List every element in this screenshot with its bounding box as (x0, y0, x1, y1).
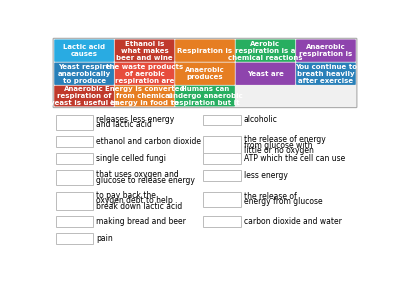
Text: You continue to
breath heavily
after exercise: You continue to breath heavily after exe… (295, 64, 357, 84)
Bar (204, 216, 241, 227)
Bar (204, 170, 241, 181)
Text: pain: pain (96, 234, 113, 243)
Bar (204, 191, 241, 207)
Text: releases less energy: releases less energy (96, 115, 175, 124)
FancyBboxPatch shape (296, 63, 356, 85)
Text: energy from glucose: energy from glucose (244, 197, 322, 206)
Bar (56, 191, 94, 210)
Text: Anaerobic
respiration of
yeast is useful in: Anaerobic respiration of yeast is useful… (50, 86, 118, 106)
Text: Aerobic
respiration is a
chemical reactions: Aerobic respiration is a chemical reacti… (228, 40, 303, 61)
Text: to pay back the: to pay back the (96, 191, 156, 200)
FancyBboxPatch shape (175, 40, 235, 62)
Text: single celled fungi: single celled fungi (96, 154, 166, 163)
Bar (204, 136, 241, 155)
Text: the release of energy: the release of energy (244, 135, 326, 144)
Bar (204, 115, 241, 125)
Text: Energy is converted
from chemical
energy in food to: Energy is converted from chemical energy… (105, 86, 184, 106)
FancyBboxPatch shape (115, 63, 174, 85)
Text: that uses oxygen and: that uses oxygen and (96, 170, 179, 179)
Text: oxygen debt to help: oxygen debt to help (96, 196, 173, 205)
FancyBboxPatch shape (54, 86, 114, 106)
Text: Lactic acid
causes: Lactic acid causes (63, 44, 105, 57)
FancyBboxPatch shape (53, 38, 357, 108)
FancyBboxPatch shape (236, 40, 295, 62)
Text: and lactic acid: and lactic acid (96, 121, 152, 130)
Bar (204, 153, 241, 164)
FancyBboxPatch shape (296, 40, 356, 62)
Text: Ethanol is
what makes
beer and wine: Ethanol is what makes beer and wine (116, 40, 173, 61)
FancyBboxPatch shape (175, 63, 235, 85)
Text: Anaerobic
produces: Anaerobic produces (185, 67, 225, 80)
Bar (56, 153, 94, 164)
Bar (56, 216, 94, 227)
Text: Yeast respire
anaerobically
to produce: Yeast respire anaerobically to produce (58, 64, 111, 84)
Bar (56, 115, 94, 130)
Text: from glucose with: from glucose with (244, 141, 312, 150)
Text: the release of: the release of (244, 192, 296, 201)
Text: glucose to release energy: glucose to release energy (96, 176, 195, 185)
FancyBboxPatch shape (115, 86, 174, 106)
Bar (56, 170, 94, 185)
Text: alcoholic: alcoholic (244, 116, 278, 124)
FancyBboxPatch shape (175, 86, 235, 106)
Text: ethanol and carbon dioxide: ethanol and carbon dioxide (96, 137, 202, 146)
Text: Yeast are: Yeast are (247, 71, 284, 77)
Text: less energy: less energy (244, 171, 288, 180)
FancyBboxPatch shape (115, 40, 174, 62)
Text: break down lactic acid: break down lactic acid (96, 202, 183, 211)
FancyBboxPatch shape (54, 40, 114, 62)
Text: Respiration is: Respiration is (178, 48, 232, 54)
Bar (56, 136, 94, 147)
Text: little or no oxygen: little or no oxygen (244, 146, 314, 155)
FancyBboxPatch shape (236, 63, 295, 85)
Text: Humans can
undergo anaerobic
respiration but it: Humans can undergo anaerobic respiration… (168, 86, 242, 106)
Text: making bread and beer: making bread and beer (96, 217, 186, 226)
Text: ATP which the cell can use: ATP which the cell can use (244, 154, 345, 163)
FancyBboxPatch shape (54, 63, 114, 85)
Bar (56, 233, 94, 244)
Text: Anaerobic
respiration is: Anaerobic respiration is (299, 44, 352, 57)
Text: carbon dioxide and water: carbon dioxide and water (244, 217, 342, 226)
Text: the waste products
of aerobic
respiration are: the waste products of aerobic respiratio… (106, 64, 183, 84)
